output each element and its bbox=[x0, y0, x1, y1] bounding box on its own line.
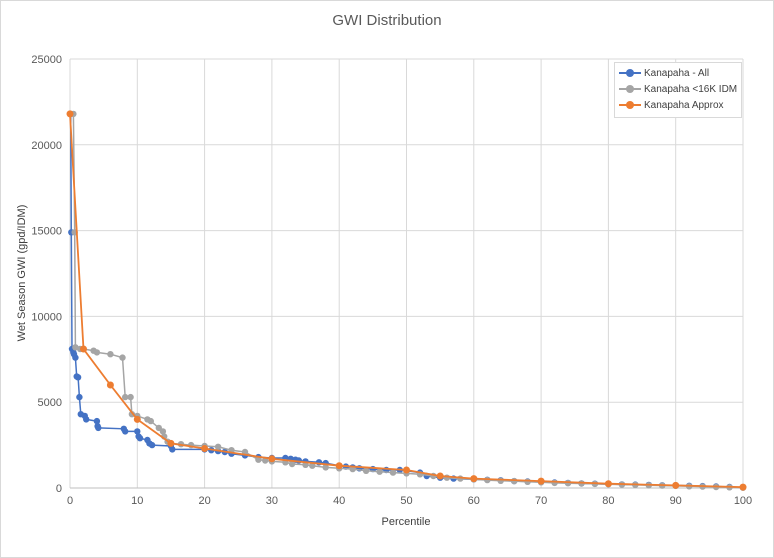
data-point-all bbox=[136, 435, 144, 442]
x-tick-label: 20 bbox=[198, 495, 210, 507]
y-tick-label: 5000 bbox=[38, 397, 62, 409]
data-point-approx bbox=[672, 481, 680, 489]
data-point-approx bbox=[201, 445, 209, 452]
data-point-approx bbox=[604, 480, 612, 488]
data-point-all bbox=[95, 424, 102, 432]
y-tick-label: 15000 bbox=[31, 226, 62, 238]
data-point-lt16k bbox=[484, 476, 491, 484]
data-point-lt16k bbox=[214, 443, 222, 450]
data-point-approx bbox=[335, 462, 343, 470]
legend-swatch-16k bbox=[619, 84, 641, 94]
legend-item-approx: Kanapaha Approx bbox=[619, 97, 741, 113]
x-axis-label: Percentile bbox=[381, 516, 431, 528]
legend-dot-all bbox=[626, 69, 634, 77]
legend-label-approx: Kanapaha Approx bbox=[644, 99, 724, 111]
x-tick-label: 100 bbox=[734, 495, 752, 507]
data-point-lt16k bbox=[389, 469, 397, 476]
legend-swatch-approx bbox=[619, 100, 641, 110]
legend-item-all: Kanapaha - All bbox=[619, 65, 741, 81]
x-tick-label: 80 bbox=[602, 495, 614, 507]
x-tick-label: 30 bbox=[266, 495, 278, 507]
x-tick-label: 70 bbox=[535, 495, 547, 507]
legend-label-all: Kanapaha - All bbox=[644, 67, 710, 79]
data-point-approx bbox=[167, 439, 175, 447]
data-point-all bbox=[74, 374, 82, 381]
data-point-lt16k bbox=[255, 456, 262, 463]
x-tick-label: 60 bbox=[468, 495, 480, 507]
data-point-all bbox=[72, 354, 79, 361]
x-tick-label: 50 bbox=[400, 495, 412, 507]
data-point-lt16k bbox=[93, 349, 101, 356]
data-point-lt16k bbox=[322, 464, 329, 471]
data-point-lt16k bbox=[107, 351, 114, 358]
data-point-approx bbox=[106, 381, 114, 389]
y-tick-label: 20000 bbox=[31, 140, 62, 152]
data-point-all bbox=[93, 417, 101, 425]
data-point-approx bbox=[80, 345, 87, 353]
data-point-approx bbox=[133, 415, 141, 423]
data-point-lt16k bbox=[147, 417, 154, 425]
data-point-lt16k bbox=[159, 428, 167, 435]
data-point-lt16k bbox=[564, 480, 572, 487]
data-point-lt16k bbox=[511, 477, 518, 485]
legend-dot-16k bbox=[626, 85, 634, 93]
data-point-all bbox=[134, 428, 141, 435]
data-point-lt16k bbox=[309, 462, 316, 469]
data-point-approx bbox=[470, 475, 478, 483]
x-tick-label: 0 bbox=[67, 495, 73, 507]
data-point-approx bbox=[66, 110, 74, 118]
series-line-lt16k bbox=[72, 113, 744, 489]
y-tick-label: 0 bbox=[56, 483, 62, 495]
y-tick-label: 25000 bbox=[31, 54, 62, 66]
data-point-all bbox=[169, 446, 176, 453]
legend-dot-approx bbox=[626, 101, 634, 109]
data-point-lt16k bbox=[524, 478, 531, 485]
chart-title: GWI Distribution bbox=[332, 12, 442, 29]
data-point-lt16k bbox=[497, 477, 504, 484]
data-point-lt16k bbox=[122, 393, 129, 401]
data-point-approx bbox=[268, 455, 276, 463]
legend-label-16k: Kanapaha <16K IDM bbox=[644, 83, 738, 95]
data-point-approx bbox=[537, 477, 545, 485]
data-point-all bbox=[76, 393, 83, 401]
x-tick-label: 90 bbox=[670, 495, 682, 507]
legend-swatch-all bbox=[619, 68, 641, 78]
legend: Kanapaha - All Kanapaha <16K IDM Kanapah… bbox=[614, 62, 742, 118]
legend-item-16k: Kanapaha <16K IDM bbox=[619, 81, 741, 97]
data-point-lt16k bbox=[362, 467, 370, 474]
x-tick-label: 10 bbox=[131, 495, 143, 507]
data-point-lt16k bbox=[376, 468, 383, 475]
y-tick-label: 10000 bbox=[31, 311, 62, 323]
data-point-lt16k bbox=[127, 393, 134, 401]
data-point-all bbox=[148, 441, 156, 449]
data-point-approx bbox=[403, 466, 410, 474]
data-point-approx bbox=[436, 472, 444, 480]
data-point-lt16k bbox=[288, 460, 296, 468]
x-tick-label: 40 bbox=[333, 495, 345, 507]
data-point-approx bbox=[739, 483, 747, 491]
data-point-all bbox=[83, 416, 90, 423]
data-point-lt16k bbox=[119, 354, 126, 361]
data-point-all bbox=[122, 428, 129, 435]
